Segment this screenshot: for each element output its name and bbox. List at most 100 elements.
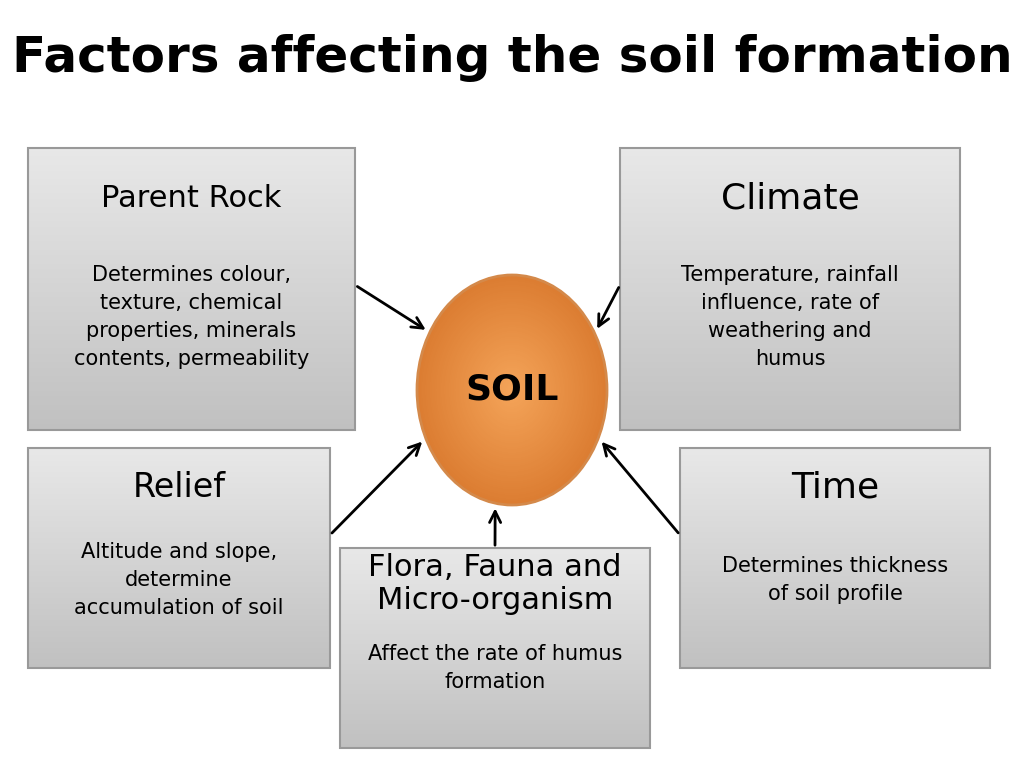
Bar: [340, 548, 650, 748]
Bar: [28, 263, 355, 266]
Bar: [28, 314, 355, 317]
Bar: [340, 548, 650, 550]
Bar: [680, 611, 990, 613]
Bar: [340, 658, 650, 660]
Bar: [28, 462, 330, 463]
Bar: [28, 483, 330, 485]
Bar: [28, 151, 355, 154]
Bar: [620, 396, 961, 399]
Bar: [680, 598, 990, 600]
Bar: [28, 620, 330, 622]
Bar: [340, 610, 650, 612]
Ellipse shape: [465, 333, 559, 448]
Bar: [680, 483, 990, 485]
Bar: [680, 607, 990, 608]
Ellipse shape: [447, 311, 577, 468]
Bar: [28, 485, 330, 488]
Bar: [620, 258, 961, 261]
Bar: [620, 323, 961, 326]
Bar: [620, 351, 961, 354]
Bar: [28, 547, 330, 549]
Bar: [28, 187, 355, 190]
Bar: [340, 702, 650, 704]
Bar: [28, 624, 330, 626]
Bar: [620, 182, 961, 184]
Bar: [340, 656, 650, 658]
Bar: [340, 662, 650, 664]
Bar: [680, 567, 990, 569]
Ellipse shape: [495, 369, 529, 411]
Bar: [680, 657, 990, 659]
Bar: [28, 221, 355, 224]
Ellipse shape: [507, 384, 517, 396]
Bar: [340, 716, 650, 718]
Bar: [680, 626, 990, 628]
Bar: [28, 182, 355, 184]
Bar: [340, 686, 650, 688]
Bar: [28, 600, 330, 602]
Bar: [680, 659, 990, 661]
Bar: [680, 543, 990, 545]
Ellipse shape: [480, 352, 544, 429]
Bar: [620, 253, 961, 255]
Bar: [680, 602, 990, 604]
Bar: [28, 640, 330, 641]
Bar: [28, 587, 330, 589]
Bar: [340, 624, 650, 626]
Bar: [340, 608, 650, 610]
Bar: [28, 598, 330, 600]
Bar: [340, 558, 650, 560]
Ellipse shape: [449, 313, 575, 467]
Bar: [620, 365, 961, 368]
Bar: [28, 390, 355, 393]
Bar: [340, 738, 650, 740]
Bar: [28, 295, 355, 297]
Bar: [620, 233, 961, 236]
Bar: [680, 574, 990, 575]
Bar: [28, 165, 355, 167]
Bar: [28, 399, 355, 402]
Bar: [28, 527, 330, 529]
Bar: [28, 488, 330, 490]
Ellipse shape: [498, 372, 526, 407]
Ellipse shape: [475, 346, 549, 434]
Bar: [340, 690, 650, 692]
Bar: [28, 613, 330, 615]
Bar: [28, 545, 330, 547]
Bar: [28, 427, 355, 430]
Bar: [340, 648, 650, 650]
Bar: [680, 448, 990, 668]
Bar: [620, 297, 961, 300]
Bar: [680, 478, 990, 481]
Bar: [340, 576, 650, 578]
Bar: [28, 549, 330, 551]
Ellipse shape: [506, 382, 518, 398]
Bar: [680, 593, 990, 595]
Bar: [620, 236, 961, 238]
Bar: [680, 536, 990, 538]
Text: Altitude and slope,
determine
accumulation of soil: Altitude and slope, determine accumulati…: [75, 542, 284, 618]
Bar: [680, 569, 990, 571]
Bar: [28, 655, 330, 657]
Bar: [28, 492, 330, 494]
Bar: [680, 653, 990, 655]
Bar: [680, 661, 990, 664]
Bar: [620, 373, 961, 376]
Text: Climate: Climate: [721, 182, 859, 216]
Bar: [28, 190, 355, 193]
Bar: [28, 501, 330, 503]
Bar: [28, 518, 330, 521]
Bar: [620, 368, 961, 371]
Bar: [340, 550, 650, 552]
Bar: [28, 514, 330, 516]
Text: Determines colour,
texture, chemical
properties, minerals
contents, permeability: Determines colour, texture, chemical pro…: [74, 265, 309, 369]
Bar: [28, 498, 330, 501]
Bar: [340, 580, 650, 582]
Bar: [340, 672, 650, 674]
Bar: [680, 641, 990, 644]
Bar: [28, 241, 355, 244]
Bar: [620, 354, 961, 356]
Ellipse shape: [503, 379, 521, 402]
Bar: [340, 706, 650, 708]
Bar: [620, 190, 961, 193]
